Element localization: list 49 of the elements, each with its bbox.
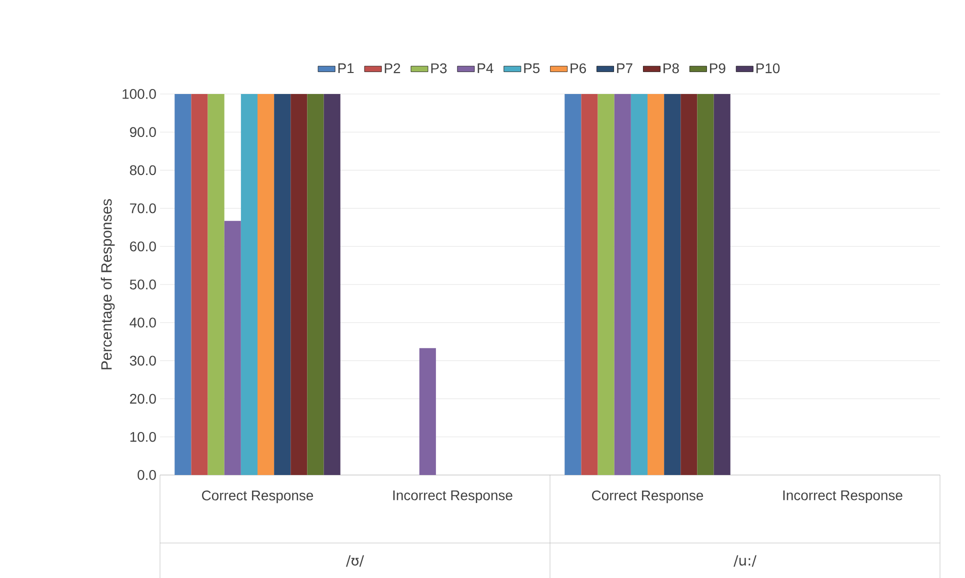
bar xyxy=(224,220,241,475)
bar xyxy=(648,94,664,475)
y-tick-label: 60.0 xyxy=(130,241,156,252)
y-tick-label: 20.0 xyxy=(130,394,156,404)
legend-label: P9 xyxy=(710,63,726,74)
y-tick-label: 30.0 xyxy=(130,356,156,366)
legend-label: P6 xyxy=(570,63,586,74)
y-tick-label: 0.0 xyxy=(138,470,156,480)
y-tick-label: 40.0 xyxy=(130,318,156,328)
x-tick-label: Incorrect Response xyxy=(393,490,512,504)
bar xyxy=(191,94,208,475)
text: /ʊ/ xyxy=(346,555,364,567)
x-tick-label: Correct Response xyxy=(202,490,314,504)
bar xyxy=(630,94,648,475)
x-tick-label: Incorrect Response xyxy=(783,490,902,504)
legend-label: P5 xyxy=(524,63,540,74)
bar xyxy=(419,348,436,475)
text: /u:/ xyxy=(734,555,756,567)
bar xyxy=(598,94,614,475)
legend-label: P7 xyxy=(617,63,632,74)
y-tick-label: 90.0 xyxy=(130,127,156,138)
bar xyxy=(697,94,714,475)
y-tick-label: 80.0 xyxy=(130,165,156,176)
bar xyxy=(290,94,308,475)
bar xyxy=(680,94,698,475)
legend-label: P8 xyxy=(664,63,679,74)
bar xyxy=(614,94,631,475)
bar xyxy=(324,94,340,475)
bar xyxy=(208,94,224,475)
bar xyxy=(240,94,258,475)
bar xyxy=(581,94,598,475)
bar xyxy=(714,94,730,475)
bar xyxy=(664,94,681,475)
legend-label: P2 xyxy=(384,63,400,74)
y-tick-label: 70.0 xyxy=(130,203,156,214)
bar xyxy=(274,94,291,475)
y-axis-title: Percentage of Responses xyxy=(100,199,115,370)
bar xyxy=(258,94,274,475)
y-tick-label: 10.0 xyxy=(130,432,156,442)
bar xyxy=(174,94,192,475)
y-tick-label: 50.0 xyxy=(130,280,156,290)
legend-label: P3 xyxy=(431,63,447,74)
y-tick-label: 100.0 xyxy=(122,89,156,99)
legend-label: P1 xyxy=(338,63,354,74)
x-tick-label: Correct Response xyxy=(592,490,704,504)
bar xyxy=(307,94,324,475)
legend-label: P10 xyxy=(756,63,780,74)
legend-label: P4 xyxy=(478,63,494,74)
bar xyxy=(564,94,582,475)
